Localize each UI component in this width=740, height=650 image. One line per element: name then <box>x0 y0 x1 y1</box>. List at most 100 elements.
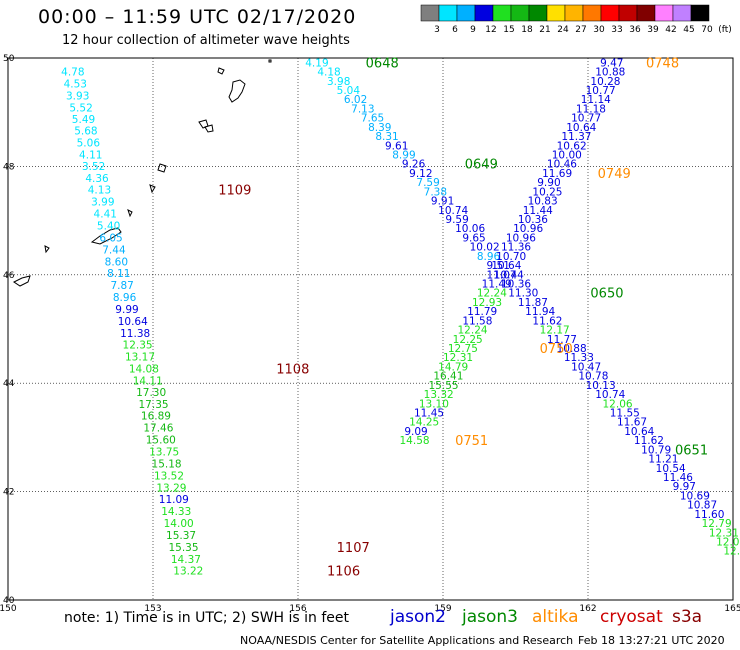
note-text: note: 1) Time is in UTC; 2) SWH is in fe… <box>64 610 350 626</box>
swh-value: 5.04 <box>337 85 361 97</box>
colorbar-label: 9 <box>470 25 476 35</box>
island-outline <box>13 275 31 287</box>
swh-value: 5.49 <box>72 114 95 126</box>
swh-value: 10.36 <box>518 214 548 226</box>
pass-time-label: 1109 <box>218 184 251 199</box>
swh-value: 14.00 <box>164 518 194 530</box>
colorbar-label: 45 <box>683 25 694 35</box>
swh-value: 9.91 <box>431 196 454 208</box>
swh-value: 10.96 <box>506 232 536 244</box>
colorbar-label: 15 <box>503 25 514 35</box>
data-labels: 4.784.533.935.525.495.685.064.113.524.36… <box>61 57 740 577</box>
swh-value: 10.00 <box>552 149 582 161</box>
swh-value: 11.46 <box>663 472 693 484</box>
colorbar-swatch <box>420 4 440 22</box>
swh-value: 12.35 <box>123 340 153 352</box>
swh-value: 10.28 <box>590 76 620 88</box>
pass-time-label: 0648 <box>366 56 399 71</box>
swh-value: 7.65 <box>361 113 384 125</box>
swh-value: 14.08 <box>129 364 159 376</box>
swh-value: 7.44 <box>102 244 126 256</box>
landmass <box>13 59 272 287</box>
swh-value: 10.64 <box>118 316 148 328</box>
colorbar: 3 6 9 12 15 18 21 24 27 30 33 36 39 42 45 70 (ft) <box>420 4 732 35</box>
x-tick-label: 159 <box>434 604 451 614</box>
colorbar-swatch <box>672 4 692 22</box>
x-tick-label: 156 <box>289 604 306 614</box>
swh-value: 15.35 <box>168 542 198 554</box>
swh-value: 9.65 <box>462 232 485 244</box>
colorbar-swatch <box>690 4 710 22</box>
swh-value: 12.0 <box>716 536 739 548</box>
swh-value: 9.12 <box>409 168 432 180</box>
swh-value: 11.45 <box>414 407 444 419</box>
satellite-legend-cryosat: cryosat <box>600 607 663 627</box>
chart-title: 00:00 – 11:59 UTC 02/17/2020 <box>38 6 357 28</box>
satellite-legend-jason3: jason3 <box>462 607 518 627</box>
swh-value: 10.88 <box>557 343 587 355</box>
swh-value: 15.60 <box>146 435 176 447</box>
axis-ticks: 150 153 156 159 162 165 50 48 46 44 42 40 <box>0 54 740 614</box>
swh-value: 13.29 <box>156 482 186 494</box>
swh-value: 16.89 <box>141 411 171 423</box>
swh-value: 11.07 <box>487 269 517 281</box>
updated-timestamp: Feb 18 13:27:21 UTC 2020 <box>578 634 725 647</box>
colorbar-swatch <box>546 4 566 22</box>
swh-value: 4.53 <box>64 78 87 90</box>
colorbar-swatch <box>564 4 584 22</box>
colorbar-label: 39 <box>647 25 659 35</box>
swh-value: 8.11 <box>107 268 130 280</box>
swh-value: 13.32 <box>424 389 454 401</box>
island-outline <box>204 124 214 133</box>
swh-value: 11.33 <box>564 352 594 364</box>
swh-value: 3.99 <box>91 197 114 209</box>
swh-value: 10.54 <box>656 463 686 475</box>
swh-value: 11.58 <box>462 315 492 327</box>
pass-time-label: 1107 <box>337 541 370 556</box>
chart-subtitle: 12 hour collection of altimeter wave hei… <box>62 33 350 48</box>
swh-value: 14.25 <box>409 417 439 429</box>
swh-value: 9.09 <box>404 426 427 438</box>
swh-value: 11.30 <box>508 288 538 300</box>
colorbar-swatch <box>600 4 620 22</box>
swh-value: 10.96 <box>513 223 543 235</box>
swh-value: 10.36 <box>501 278 531 290</box>
y-tick-label: 42 <box>3 488 14 498</box>
swh-value: 4.19 <box>305 57 328 69</box>
colorbar-label: 12 <box>485 25 496 35</box>
satellite-legend-jason2: jason2 <box>390 607 446 627</box>
colorbar-label: 27 <box>575 25 586 35</box>
y-tick-label: 50 <box>3 54 15 64</box>
colorbar-label: 42 <box>665 25 676 35</box>
swh-value: 10.69 <box>680 490 710 502</box>
swh-value: 3.52 <box>82 161 105 173</box>
colorbar-label: 18 <box>521 25 533 35</box>
swh-value: 12.93 <box>472 297 502 309</box>
swh-value: 12.79 <box>702 518 732 530</box>
y-tick-label: 46 <box>3 271 15 281</box>
swh-value: 12.06 <box>603 398 633 410</box>
island-outline <box>44 245 50 254</box>
swh-value: 8.60 <box>105 256 128 268</box>
swh-value: 9.61 <box>385 140 408 152</box>
colorbar-swatch <box>510 4 530 22</box>
pass-time-label: 0750 <box>540 342 573 357</box>
colorbar-label: 33 <box>611 25 622 35</box>
colorbar-swatch <box>654 4 674 22</box>
swh-value: 11.87 <box>518 297 548 309</box>
swh-value: 15.18 <box>152 458 182 470</box>
swh-value: 7.59 <box>416 177 439 189</box>
swh-value: 4.36 <box>85 173 109 185</box>
pass-time-label: 0751 <box>455 434 488 449</box>
colorbar-label: 21 <box>539 25 550 35</box>
swh-value: 14.58 <box>400 435 430 447</box>
colorbar-swatch <box>492 4 512 22</box>
swh-value: 5.40 <box>97 220 120 232</box>
pass-time-label: 0651 <box>675 443 708 458</box>
colorbar-label: 30 <box>593 25 605 35</box>
swh-value: 11.77 <box>547 334 577 346</box>
swh-value: 12.24 <box>458 325 488 337</box>
swh-value: 17.30 <box>136 387 166 399</box>
swh-value: 4.41 <box>94 209 117 221</box>
